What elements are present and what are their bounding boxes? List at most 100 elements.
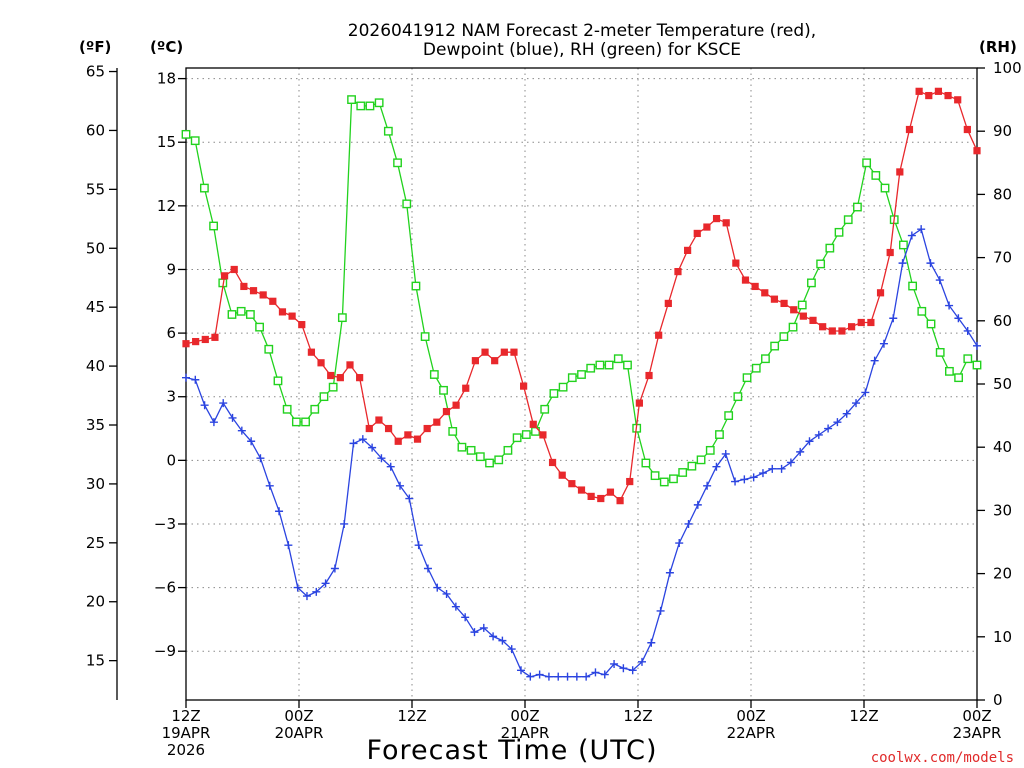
rh-tick-label: 70 <box>993 249 1012 267</box>
dewpoint-point <box>945 301 954 310</box>
celsius-tick-label: −9 <box>154 642 176 660</box>
dewpoint-point <box>637 657 646 666</box>
celsius-tick-label: −3 <box>154 515 176 533</box>
rh-unit-label: (RH) <box>979 38 1017 56</box>
dewpoint-point <box>731 477 740 486</box>
rh-point <box>963 354 973 364</box>
temperature-point <box>240 282 248 291</box>
chart-title-line-1: 2026041912 NAM Forecast 2-meter Temperat… <box>348 21 816 41</box>
temperature-point <box>606 488 615 496</box>
dewpoint-point <box>703 481 712 490</box>
temperature-point <box>674 267 682 276</box>
dewpoint-point <box>684 519 693 528</box>
rh-point <box>245 310 255 319</box>
dewpoint-point <box>619 664 628 673</box>
dewpoint-point <box>898 259 907 268</box>
dewpoint-point <box>219 399 228 408</box>
dewpoint-point <box>358 435 367 444</box>
dewpoint-point <box>973 341 981 350</box>
rh-tick-label: 40 <box>993 438 1012 456</box>
temperature-point <box>192 337 200 346</box>
rh-point <box>429 370 439 379</box>
fahrenheit-tick-label: 65 <box>86 63 105 81</box>
dewpoint-point <box>451 602 460 611</box>
temperature-point <box>587 492 595 501</box>
rh-tick-label: 0 <box>993 691 1003 709</box>
rh-point <box>770 341 780 351</box>
temperature-point <box>857 318 865 327</box>
temperature-point <box>799 312 807 320</box>
rh-point <box>807 278 816 288</box>
temperature-point <box>278 308 287 316</box>
temperature-point <box>905 125 914 134</box>
dewpoint-point <box>954 314 963 323</box>
temperature-point <box>577 486 586 494</box>
temperature-point <box>568 480 576 488</box>
temperature-point <box>626 477 634 486</box>
rh-point <box>834 227 844 237</box>
rh-point <box>227 310 237 319</box>
temperature-point <box>847 323 856 331</box>
temperature-point <box>539 431 547 439</box>
fahrenheit-tick-label: 35 <box>86 416 105 434</box>
rh-point <box>356 101 366 111</box>
temperature-point <box>481 348 489 356</box>
rh-point <box>181 129 191 139</box>
rh-point <box>374 98 384 108</box>
temperature-point <box>249 287 258 295</box>
dewpoint-point <box>349 439 358 448</box>
temperature-point <box>819 323 827 331</box>
x-tick-label: 00Z <box>736 707 765 725</box>
x-tick-label: 2026 <box>167 741 205 759</box>
dewpoint-point <box>749 473 758 482</box>
axes: 1815129630−3−6−9656055504540353025201510… <box>86 59 1022 709</box>
celsius-tick-label: 12 <box>157 197 176 215</box>
dewpoint-point <box>852 399 861 408</box>
rh-point <box>485 458 494 468</box>
rh-point <box>439 385 448 395</box>
temperature-point <box>220 272 229 280</box>
rh-point <box>264 344 274 354</box>
dewpoint-point <box>442 589 451 598</box>
x-tick-label: 12Z <box>849 707 878 725</box>
temperature-point <box>973 147 981 155</box>
temperature-point <box>500 348 508 356</box>
fahrenheit-tick-label: 25 <box>86 534 105 552</box>
dewpoint-point <box>926 259 935 268</box>
x-tick-label: 12Z <box>397 707 426 725</box>
dewpoint-point <box>544 672 553 681</box>
fahrenheit-tick-label: 55 <box>86 180 105 198</box>
temperature-point <box>520 382 528 390</box>
rh-point <box>880 183 890 193</box>
dewpoint-point <box>889 314 898 323</box>
data-series <box>181 87 982 681</box>
dewpoint-point <box>535 670 544 679</box>
dewpoint-point <box>758 469 767 478</box>
dewpoint-point <box>870 356 879 365</box>
celsius-tick-label: 0 <box>166 451 176 469</box>
rh-point <box>347 95 356 105</box>
rh-point <box>282 404 292 414</box>
dewpoint-point <box>721 449 730 458</box>
temperature-point <box>741 276 750 284</box>
dewpoint-point <box>191 375 200 384</box>
celsius-tick-label: 6 <box>166 324 176 342</box>
temperature-point <box>963 125 971 134</box>
chart-title-line-2: Dewpoint (blue), RH (green) for KSCE <box>423 40 741 60</box>
temperature-point <box>954 96 962 104</box>
celsius-tick-label: −6 <box>154 579 176 597</box>
temperature-point <box>780 299 788 308</box>
rh-point <box>291 417 301 427</box>
dewpoint-point <box>814 430 823 439</box>
x-tick-label: 19APR <box>162 724 211 742</box>
temperature-point <box>655 331 663 339</box>
dewpoint-point <box>712 462 721 471</box>
dewpoint-point <box>656 606 665 615</box>
rh-point <box>899 240 908 250</box>
temperature-point <box>365 424 373 433</box>
dewpoint-point <box>293 583 302 592</box>
dewpoint-point <box>368 443 377 452</box>
dewpoint-point <box>377 454 386 463</box>
rh-point <box>623 360 632 370</box>
